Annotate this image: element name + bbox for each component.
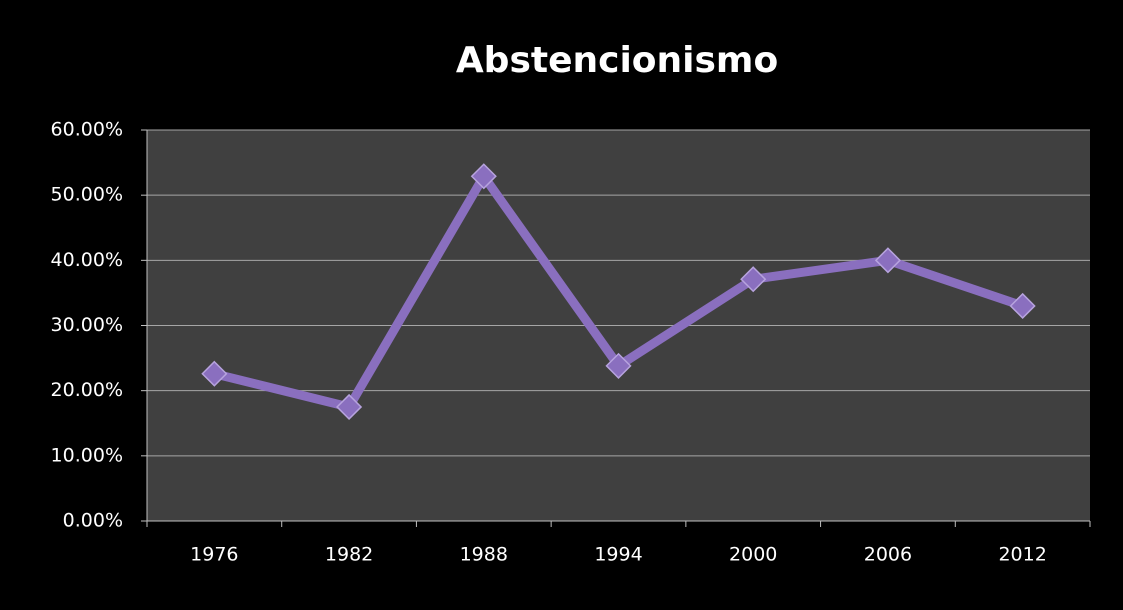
y-tick-label: 20.00% xyxy=(51,379,123,401)
x-tick-label: 1976 xyxy=(190,544,238,566)
marker xyxy=(1009,292,1036,320)
y-tick-label: 50.00% xyxy=(51,184,123,206)
x-tick-label: 2012 xyxy=(998,544,1046,566)
y-tick-label: 40.00% xyxy=(51,249,123,271)
y-tick-label: 0.00% xyxy=(63,510,123,532)
chart-title: Abstencionismo xyxy=(456,40,778,81)
y-tick-label: 10.00% xyxy=(51,444,123,466)
x-tick-label: 2006 xyxy=(864,544,912,566)
marker xyxy=(605,352,632,379)
marker xyxy=(470,163,497,190)
marker xyxy=(874,247,901,274)
marker xyxy=(201,360,228,387)
x-tick-label: 1988 xyxy=(460,544,508,566)
y-tick-label: 60.00% xyxy=(51,119,123,141)
marker xyxy=(740,266,767,293)
y-tick-label: 30.00% xyxy=(51,314,123,336)
x-tick-label: 2000 xyxy=(729,544,777,566)
x-tick-label: 1994 xyxy=(594,544,642,566)
marker xyxy=(336,393,363,421)
x-tick-label: 1982 xyxy=(325,544,373,566)
